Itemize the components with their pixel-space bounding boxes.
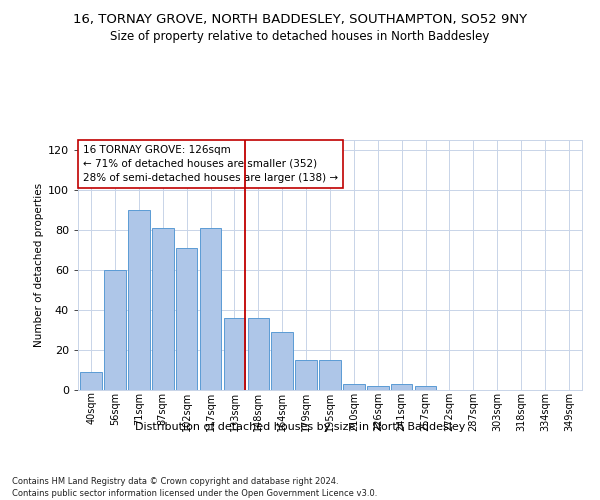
Bar: [319, 360, 341, 390]
Text: 16, TORNAY GROVE, NORTH BADDESLEY, SOUTHAMPTON, SO52 9NY: 16, TORNAY GROVE, NORTH BADDESLEY, SOUTH…: [73, 12, 527, 26]
Text: Contains HM Land Registry data © Crown copyright and database right 2024.
Contai: Contains HM Land Registry data © Crown c…: [12, 476, 377, 498]
Bar: [152, 228, 173, 390]
Text: Distribution of detached houses by size in North Baddesley: Distribution of detached houses by size …: [135, 422, 465, 432]
Bar: [271, 332, 293, 390]
Bar: [224, 318, 245, 390]
Bar: [128, 210, 149, 390]
Bar: [104, 270, 126, 390]
Bar: [80, 372, 102, 390]
Text: Size of property relative to detached houses in North Baddesley: Size of property relative to detached ho…: [110, 30, 490, 43]
Bar: [415, 386, 436, 390]
Text: 16 TORNAY GROVE: 126sqm
← 71% of detached houses are smaller (352)
28% of semi-d: 16 TORNAY GROVE: 126sqm ← 71% of detache…: [83, 145, 338, 183]
Bar: [367, 386, 389, 390]
Bar: [200, 228, 221, 390]
Bar: [391, 384, 412, 390]
Bar: [343, 384, 365, 390]
Bar: [248, 318, 269, 390]
Bar: [295, 360, 317, 390]
Bar: [176, 248, 197, 390]
Y-axis label: Number of detached properties: Number of detached properties: [34, 183, 44, 347]
